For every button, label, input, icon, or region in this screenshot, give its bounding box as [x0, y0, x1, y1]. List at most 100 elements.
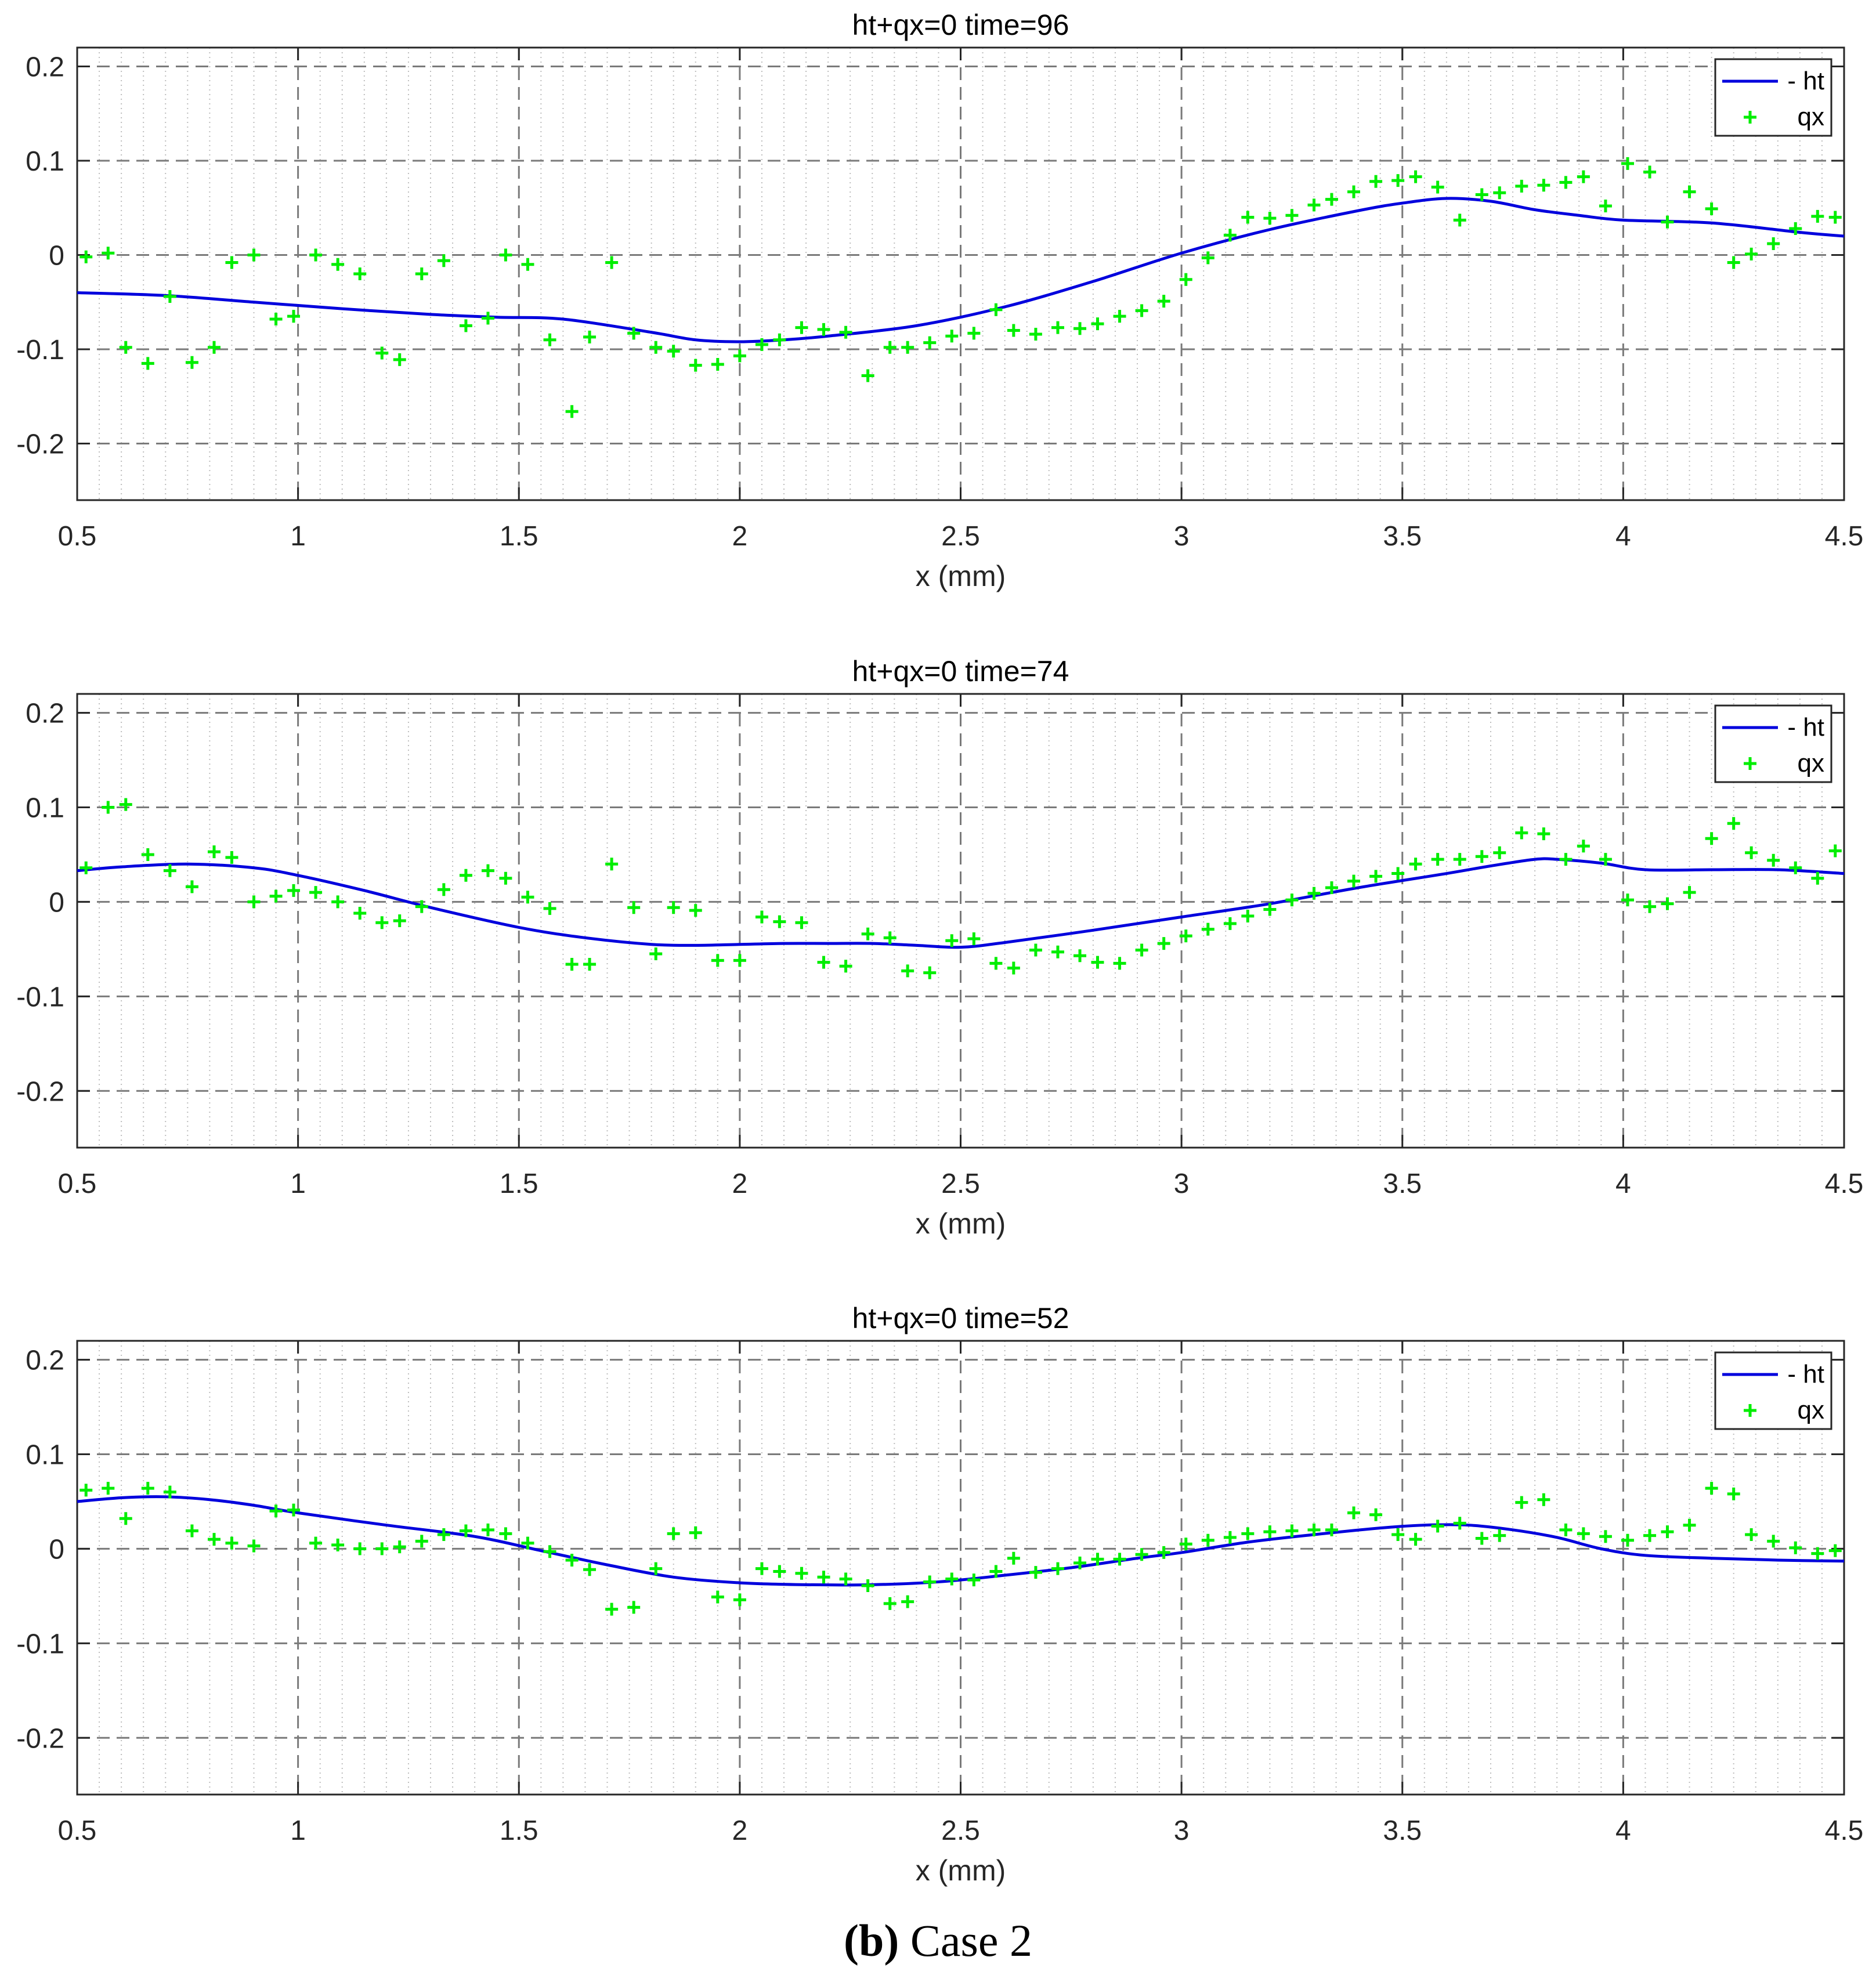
x-tick-label: 1.5	[500, 521, 538, 552]
y-tick-label: 0.2	[26, 52, 64, 83]
caption-label: (b)	[844, 1915, 899, 1966]
x-tick-label: 1	[290, 521, 306, 552]
qx-data-point	[1051, 321, 1064, 334]
x-tick-label: 3	[1174, 1169, 1190, 1199]
qx-data-point	[1409, 170, 1422, 183]
qx-data-point	[795, 321, 808, 334]
qx-data-point	[1661, 897, 1674, 910]
qx-data-point	[287, 1503, 301, 1517]
qx-data-point	[989, 303, 1003, 316]
qx-data-point	[353, 1542, 367, 1555]
chart-title: ht+qx=0 time=96	[852, 9, 1069, 41]
qx-data-point	[437, 1528, 450, 1541]
qx-data-point	[1091, 1553, 1104, 1566]
qx-data-point	[375, 346, 389, 360]
qx-data-point	[1745, 1528, 1758, 1541]
qx-data-point	[1705, 202, 1718, 215]
qx-data-point	[1599, 853, 1612, 866]
y-tick-label: 0	[49, 887, 64, 918]
qx-data-point	[141, 848, 154, 861]
qx-data-point	[1135, 304, 1148, 317]
qx-data-point	[883, 931, 897, 945]
qx-data-point	[459, 1524, 472, 1538]
qx-data-point	[1285, 893, 1299, 907]
qx-data-point	[605, 858, 619, 871]
qx-data-point	[1241, 909, 1255, 923]
qx-data-point	[1073, 322, 1087, 335]
qx-data-point	[207, 1533, 221, 1546]
qx-data-point	[119, 1512, 132, 1525]
qx-data-point	[521, 1536, 534, 1550]
qx-data-point	[207, 845, 221, 859]
qx-data-point	[795, 916, 808, 929]
x-tick-label: 2	[732, 1169, 748, 1199]
qx-data-point	[923, 1575, 937, 1589]
qx-data-point	[375, 1542, 389, 1555]
qx-data-point	[1537, 179, 1550, 192]
qx-data-point	[1369, 1508, 1383, 1521]
qx-data-point	[309, 886, 323, 899]
y-tick-label: 0.1	[26, 146, 64, 177]
qx-data-point	[1113, 1553, 1126, 1566]
qx-data-point	[1683, 185, 1696, 198]
x-tick-label: 0.5	[58, 1815, 97, 1846]
qx-data-point	[989, 957, 1003, 970]
y-tick-label: 0.1	[26, 1440, 64, 1471]
qx-data-point	[1515, 179, 1528, 193]
qx-data-point	[583, 1563, 597, 1576]
qx-data-point	[901, 1595, 914, 1608]
qx-data-point	[353, 906, 367, 920]
qx-data-point	[1223, 917, 1237, 930]
qx-data-point	[1599, 1530, 1612, 1543]
qx-data-point	[667, 1527, 680, 1540]
qx-data-point	[1073, 949, 1087, 963]
legend-marker-swatch	[1744, 111, 1756, 124]
qx-data-point	[901, 341, 914, 354]
qx-data-point	[1369, 870, 1383, 883]
qx-data-point	[627, 901, 641, 914]
qx-data-point	[119, 341, 132, 354]
qx-data-point	[861, 1579, 874, 1592]
x-tick-label: 4	[1615, 521, 1631, 552]
x-tick-label: 2.5	[941, 1169, 980, 1199]
qx-data-point	[1559, 853, 1573, 866]
chart-panel-1: 0.5 1 1.5 2 2.5 3 3.5 4 4.5 0.2 0.1 0 -0.1 -0.2 ht+qx=…	[16, 9, 1863, 592]
qx-data-point	[459, 869, 472, 882]
x-tick-label: 0.5	[58, 521, 97, 552]
qx-data-point	[1369, 175, 1383, 188]
qx-data-point	[1223, 229, 1237, 242]
qx-data-point	[225, 1536, 238, 1550]
qx-data-point	[499, 871, 512, 885]
qx-data-point	[1643, 1529, 1657, 1542]
qx-data-point	[1789, 222, 1802, 235]
qx-data-point	[1347, 1506, 1361, 1520]
x-tick-label: 1	[290, 1169, 306, 1199]
x-tick-label: 3.5	[1383, 1815, 1422, 1846]
qx-data-point	[1599, 200, 1612, 212]
qx-data-point	[1621, 893, 1634, 907]
qx-data-point	[689, 359, 702, 372]
qx-data-point	[437, 254, 450, 267]
qx-data-point	[1453, 1517, 1466, 1530]
qx-data-point	[1073, 1556, 1087, 1569]
qx-data-point	[839, 1572, 852, 1586]
qx-data-point	[459, 319, 472, 332]
qx-data-point	[923, 336, 937, 349]
qx-data-point	[1559, 176, 1573, 189]
qx-data-point	[481, 312, 494, 325]
qx-data-point	[649, 341, 663, 354]
x-tick-label: 3	[1174, 521, 1190, 552]
qx-data-point	[1515, 1496, 1528, 1509]
x-tick-label: 2	[732, 1815, 748, 1846]
qx-data-point	[1051, 945, 1064, 958]
qx-data-point	[331, 258, 345, 271]
qx-data-point	[817, 1571, 830, 1584]
qx-data-point	[1157, 1546, 1170, 1559]
qx-data-point	[1157, 937, 1170, 950]
qx-data-point	[1577, 840, 1590, 853]
y-tick-label: -0.2	[16, 1076, 64, 1107]
qx-data-point	[543, 1545, 556, 1558]
qx-data-point	[185, 1524, 198, 1538]
qx-data-point	[967, 932, 981, 945]
